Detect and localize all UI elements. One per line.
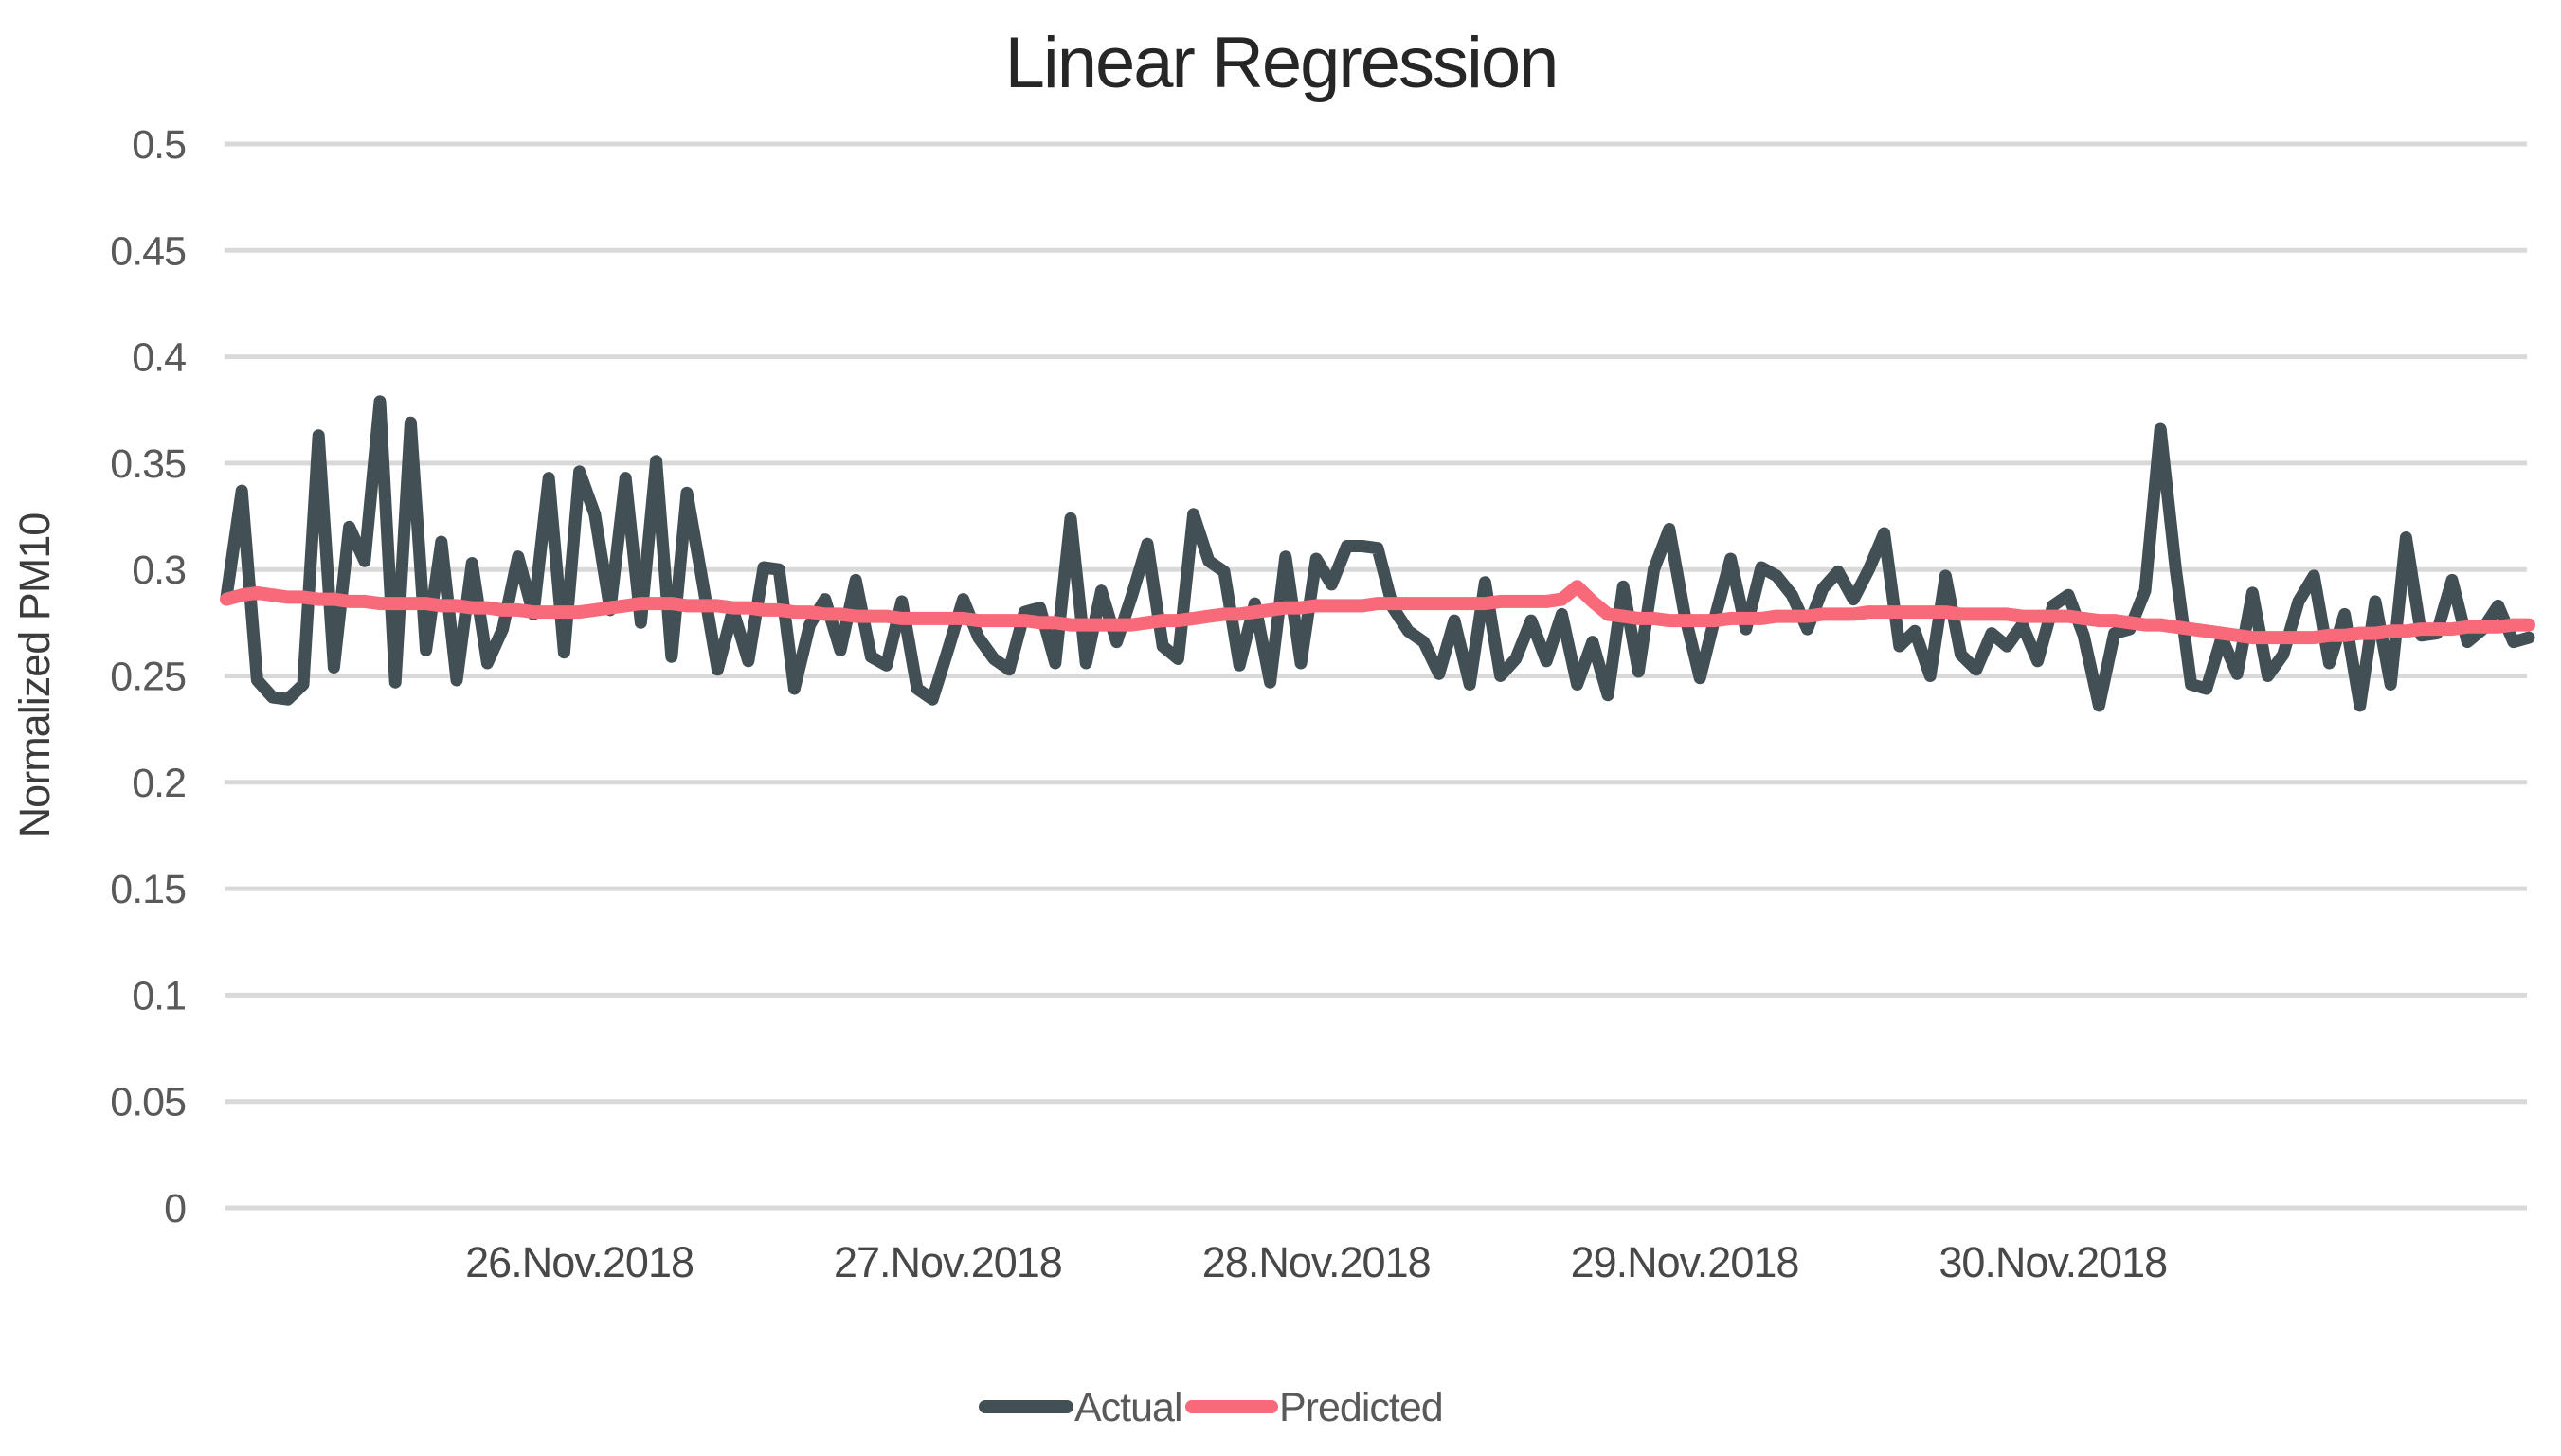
gridlines [225, 141, 2527, 1211]
x-tick-label: 26.Nov.2018 [465, 1238, 694, 1286]
y-tick-label: 0.1 [132, 973, 186, 1018]
x-tick-label: 29.Nov.2018 [1571, 1238, 1799, 1286]
x-tick-label: 30.Nov.2018 [1939, 1238, 2167, 1286]
y-axis-tick-labels: 0.5 0.45 0.4 0.35 0.3 0.25 0.2 0.15 0.1 0.05 0 [110, 122, 187, 1231]
y-tick-label: 0.4 [132, 335, 186, 381]
legend: Actual Predicted [979, 1385, 1444, 1430]
legend-actual-label: Actual [1074, 1385, 1182, 1430]
y-tick-label: 0.05 [110, 1080, 186, 1125]
y-tick-label: 0.35 [110, 441, 186, 487]
series-predicted-line [220, 580, 2535, 645]
y-tick-label: 0.45 [110, 228, 186, 274]
y-tick-label: 0.3 [132, 548, 186, 593]
x-tick-label: 28.Nov.2018 [1202, 1238, 1431, 1286]
x-axis-tick-labels: 26.Nov.2018 27.Nov.2018 28.Nov.2018 29.Nov.… [465, 1238, 2168, 1286]
y-tick-label: 0.2 [132, 761, 186, 806]
y-tick-label: 0.25 [110, 655, 186, 700]
series-actual-line [220, 395, 2535, 712]
chart-title: Linear Regression [1005, 23, 1558, 103]
y-tick-label: 0 [164, 1186, 186, 1231]
x-tick-label: 27.Nov.2018 [834, 1238, 1062, 1286]
y-tick-label: 0.15 [110, 867, 186, 912]
y-axis-title: Normalized PM10 [10, 513, 59, 838]
legend-predicted-label: Predicted [1279, 1385, 1443, 1430]
y-tick-label: 0.5 [132, 122, 186, 168]
